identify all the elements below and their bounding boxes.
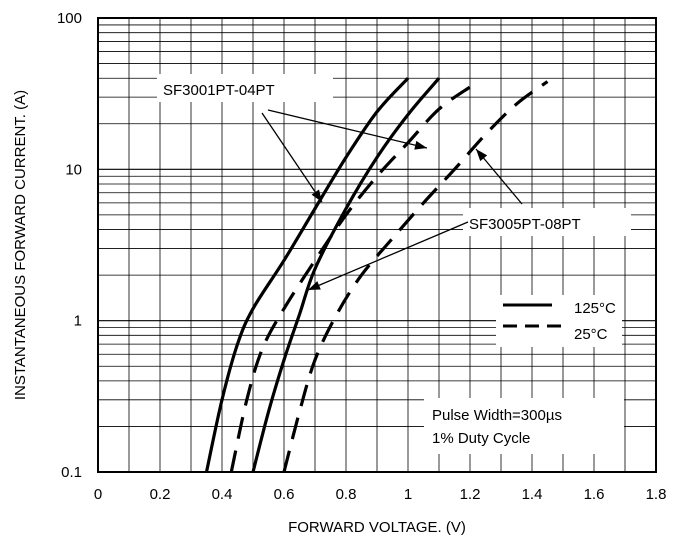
plot-frame [97, 17, 657, 473]
annotation-sf3005pt-08pt: SF3005PT-08PT [469, 216, 581, 233]
series-curve-1 [204, 77, 410, 473]
x-tick-label: 0.6 [274, 486, 295, 503]
x-axis-label: FORWARD VOLTAGE. (V) [288, 519, 466, 536]
y-tick-label: 1 [74, 313, 82, 330]
annotation-sf3005-box [463, 208, 631, 236]
legend-label-125c: 125°C [574, 300, 616, 317]
series-curve-3 [251, 77, 441, 473]
legend-label-25c: 25°C [574, 326, 608, 343]
arrow-sf3001-a-line [261, 112, 323, 203]
arrow-sf3005-a-head [308, 281, 321, 290]
y-tick-label: 0.1 [61, 464, 82, 481]
annotation-pulse-width: Pulse Width=300µs [432, 407, 562, 424]
x-tick-label: 1 [404, 486, 412, 503]
arrow-sf3001-b-line [267, 109, 428, 149]
x-tick-label: 0.4 [212, 486, 233, 503]
arrow-sf3005-a-line [307, 221, 469, 291]
arrow-sf3001-a-head [311, 189, 322, 202]
series-curve-4 [282, 80, 549, 473]
annotation-sf3001pt-04pt: SF3001PT-04PT [163, 82, 275, 99]
legend: 125°C 25°C [496, 295, 622, 347]
x-tick-label: 0 [94, 486, 102, 503]
y-axis-label: INSTANTANEOUS FORWARD CURRENT. (A) [12, 90, 29, 400]
x-tick-label: 1.4 [522, 486, 543, 503]
x-tick-label: 0.2 [150, 486, 171, 503]
annotation-sf3001-box [157, 74, 333, 102]
x-tick-label: 1.6 [584, 486, 605, 503]
annotation-duty-cycle: 1% Duty Cycle [432, 430, 530, 447]
y-tick-label: 10 [65, 161, 82, 178]
x-tick-label: 0.8 [336, 486, 357, 503]
x-tick-label: 1.2 [460, 486, 481, 503]
conditions-box [424, 398, 624, 454]
arrow-sf3001-b-head [414, 140, 427, 150]
tick-labels: 0 0.2 0.4 0.6 0.8 1 1.2 1.4 1.6 1.8 0.1 1 10 100 [57, 10, 666, 503]
annotation-arrows [261, 109, 523, 291]
series-group [204, 77, 549, 473]
x-tick-label: 1.8 [646, 486, 667, 503]
y-tick-label: 100 [57, 10, 82, 27]
arrow-sf3005-b-head [476, 149, 488, 162]
